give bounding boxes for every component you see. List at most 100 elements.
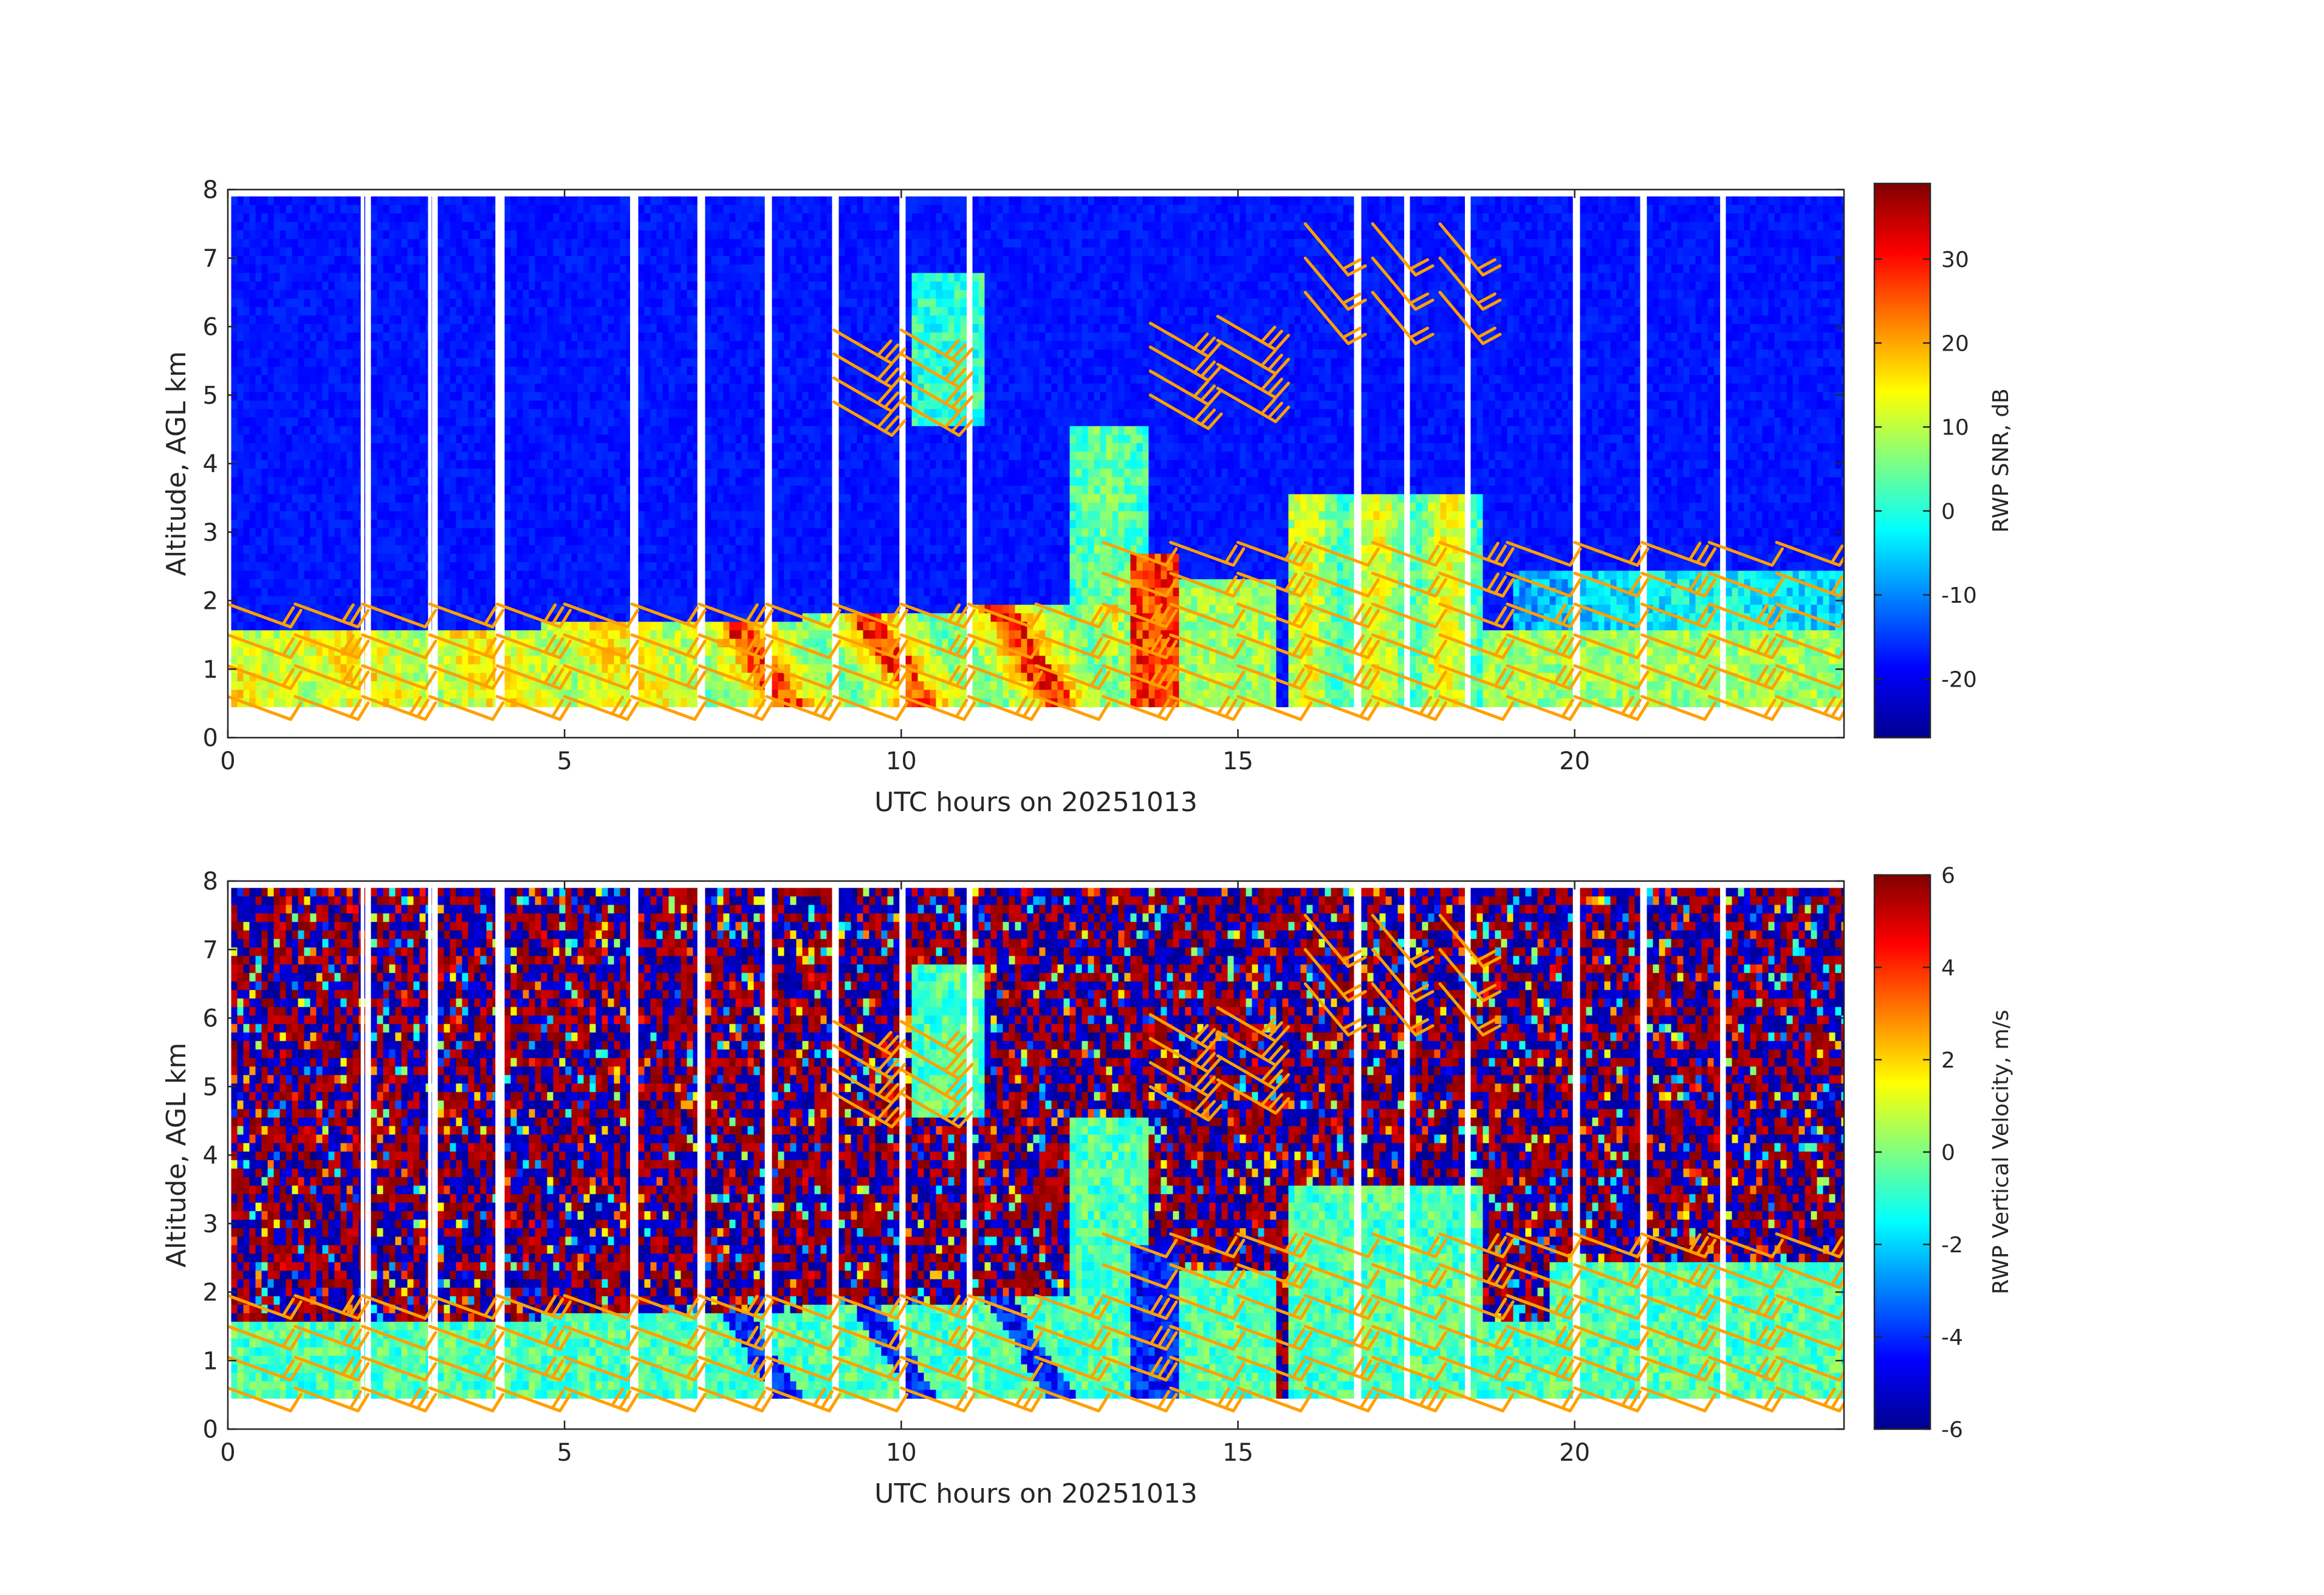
heatmap-cell [286,485,293,495]
heatmap-cell [693,511,700,520]
heatmap-cell [352,664,360,673]
heatmap-cell [322,511,329,520]
heatmap-cell [273,622,281,631]
heatmap-cell [656,247,663,256]
heatmap-cell [735,256,742,265]
heatmap-cell [243,622,250,631]
heatmap-cell [243,537,250,546]
heatmap-cell [267,588,275,597]
heatmap-cell [711,409,718,418]
heatmap-cell [510,290,518,299]
heatmap-cell [608,698,615,707]
heatmap-cell [504,562,512,571]
heatmap-cell [444,477,451,486]
heatmap-cell [711,349,718,358]
heatmap-cell [620,213,627,222]
heatmap-cell [407,588,414,597]
heatmap-cell [741,375,749,384]
heatmap-cell [668,222,676,231]
heatmap-cell [243,307,250,316]
heatmap-cell [608,673,615,682]
heatmap-cell [753,324,761,333]
heatmap-cell [383,239,390,248]
heatmap-cell [456,341,463,350]
heatmap-cell [553,656,560,665]
heatmap-cell [249,613,256,622]
heatmap-cell [759,647,767,656]
heatmap-cell [705,315,712,324]
heatmap-cell [292,528,299,537]
heatmap-cell [310,205,317,214]
heatmap-cell [340,639,348,648]
heatmap-cell [638,579,645,588]
heatmap-cell [602,681,609,690]
heatmap-cell [523,409,530,418]
heatmap-cell [674,434,682,444]
heatmap-cell [541,613,548,622]
heatmap-cell [267,554,275,563]
heatmap-cell [674,307,682,316]
heatmap-cell [626,554,633,563]
heatmap-cell [705,426,712,435]
heatmap-cell [395,264,402,273]
heatmap-cell [547,477,554,486]
heatmap-cell [444,511,451,520]
heatmap-cell [553,562,560,571]
heatmap-cell [395,656,402,665]
heatmap-cell [656,315,663,324]
heatmap-cell [650,664,657,673]
heatmap-cell [565,213,572,222]
heatmap-cell [273,409,281,418]
heatmap-cell [383,511,390,520]
heatmap-cell [450,579,457,588]
heatmap-cell [644,434,651,444]
heatmap-cell [377,222,384,231]
heatmap-cell [444,639,451,648]
heatmap-cell [322,485,329,495]
heatmap-cell [249,324,256,333]
heatmap-cell [723,281,730,290]
heatmap-cell [553,460,560,469]
heatmap-cell [243,605,250,614]
heatmap-cell [523,307,530,316]
heatmap-cell [747,520,755,529]
heatmap-cell [340,426,348,435]
heatmap-cell [711,690,718,699]
heatmap-cell [650,375,657,384]
heatmap-cell [711,196,718,205]
heatmap-cell [638,698,645,707]
heatmap-cell [638,673,645,682]
heatmap-cell [626,605,633,614]
heatmap-cell [747,545,755,554]
heatmap-cell [243,485,250,495]
heatmap-cell [602,324,609,333]
heatmap-cell [310,239,317,248]
heatmap-cell [741,341,749,350]
heatmap-cell [747,630,755,639]
heatmap-cell [535,281,542,290]
heatmap-cell [687,332,694,341]
heatmap-cell [735,494,742,503]
heatmap-cell [729,630,736,639]
heatmap-cell [510,545,518,554]
heatmap-cell [656,256,663,265]
heatmap-cell [322,690,329,699]
heatmap-cell [577,460,584,469]
heatmap-cell [468,485,475,495]
heatmap-cell [340,273,348,282]
heatmap-cell [389,545,396,554]
heatmap-cell [626,639,633,648]
heatmap-cell [322,426,329,435]
heatmap-cell [383,281,390,290]
heatmap-cell [407,417,414,427]
heatmap-cell [340,332,348,341]
heatmap-cell [261,443,269,452]
heatmap-cell [680,264,688,273]
heatmap-cell [759,630,767,639]
heatmap-cell [255,222,262,231]
heatmap-cell [395,324,402,333]
heatmap-cell [680,196,688,205]
heatmap-cell [395,332,402,341]
heatmap-cell [401,545,408,554]
heatmap-cell [674,366,682,376]
